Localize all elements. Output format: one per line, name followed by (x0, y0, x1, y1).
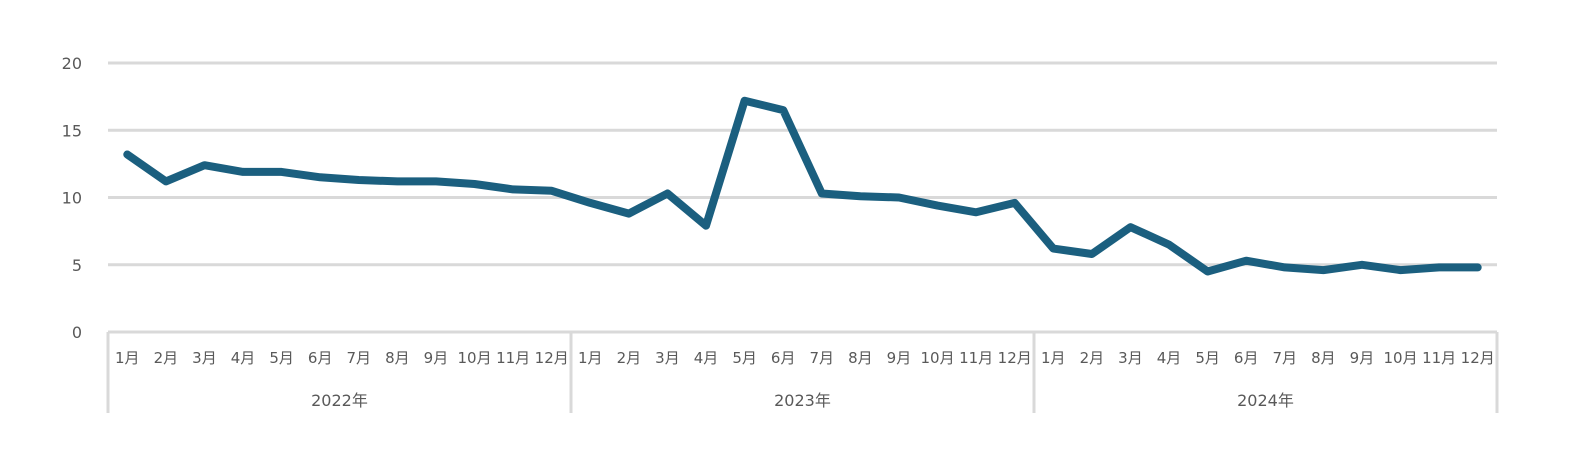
x-tick-label: 3月 (655, 349, 680, 367)
y-tick-label: 10 (62, 189, 82, 208)
y-tick-label: 20 (62, 54, 82, 73)
x-tick-label: 7月 (810, 349, 835, 367)
x-tick-label: 2月 (154, 349, 179, 367)
x-tick-label: 2月 (617, 349, 642, 367)
x-tick-label: 8月 (848, 349, 873, 367)
x-tick-label: 1月 (578, 349, 603, 367)
x-tick-label: 4月 (1157, 349, 1182, 367)
x-tick-label: 10月 (457, 349, 491, 367)
x-tick-label: 7月 (1273, 349, 1298, 367)
x-tick-label: 3月 (1118, 349, 1143, 367)
x-tick-label: 9月 (1350, 349, 1375, 367)
x-group-label: 2024年 (1237, 391, 1294, 410)
x-tick-label: 8月 (385, 349, 410, 367)
x-tick-label: 11月 (959, 349, 993, 367)
x-tick-label: 8月 (1311, 349, 1336, 367)
x-tick-label: 11月 (1422, 349, 1456, 367)
x-tick-label: 4月 (231, 349, 256, 367)
x-tick-label: 10月 (920, 349, 954, 367)
x-tick-label: 10月 (1383, 349, 1417, 367)
x-tick-label: 1月 (1041, 349, 1066, 367)
x-tick-label: 5月 (269, 349, 294, 367)
x-tick-label: 6月 (771, 349, 796, 367)
x-tick-label: 12月 (1461, 349, 1495, 367)
x-tick-label: 4月 (694, 349, 719, 367)
x-tick-label: 6月 (308, 349, 333, 367)
x-tick-label: 3月 (192, 349, 217, 367)
x-group-label: 2022年 (311, 391, 368, 410)
x-tick-label: 11月 (496, 349, 530, 367)
x-group-label: 2023年 (774, 391, 831, 410)
x-tick-label: 12月 (535, 349, 569, 367)
x-tick-label: 5月 (1195, 349, 1220, 367)
x-tick-label: 9月 (424, 349, 449, 367)
series-line (123, 96, 1482, 276)
x-tick-label: 7月 (347, 349, 372, 367)
y-tick-label: 5 (72, 256, 82, 275)
x-tick-label: 2月 (1080, 349, 1105, 367)
y-tick-label: 15 (62, 121, 82, 140)
x-tick-label: 12月 (998, 349, 1032, 367)
x-tick-label: 9月 (887, 349, 912, 367)
x-tick-label: 6月 (1234, 349, 1259, 367)
y-tick-label: 0 (72, 323, 82, 342)
x-tick-label: 5月 (732, 349, 757, 367)
x-tick-label: 1月 (115, 349, 140, 367)
